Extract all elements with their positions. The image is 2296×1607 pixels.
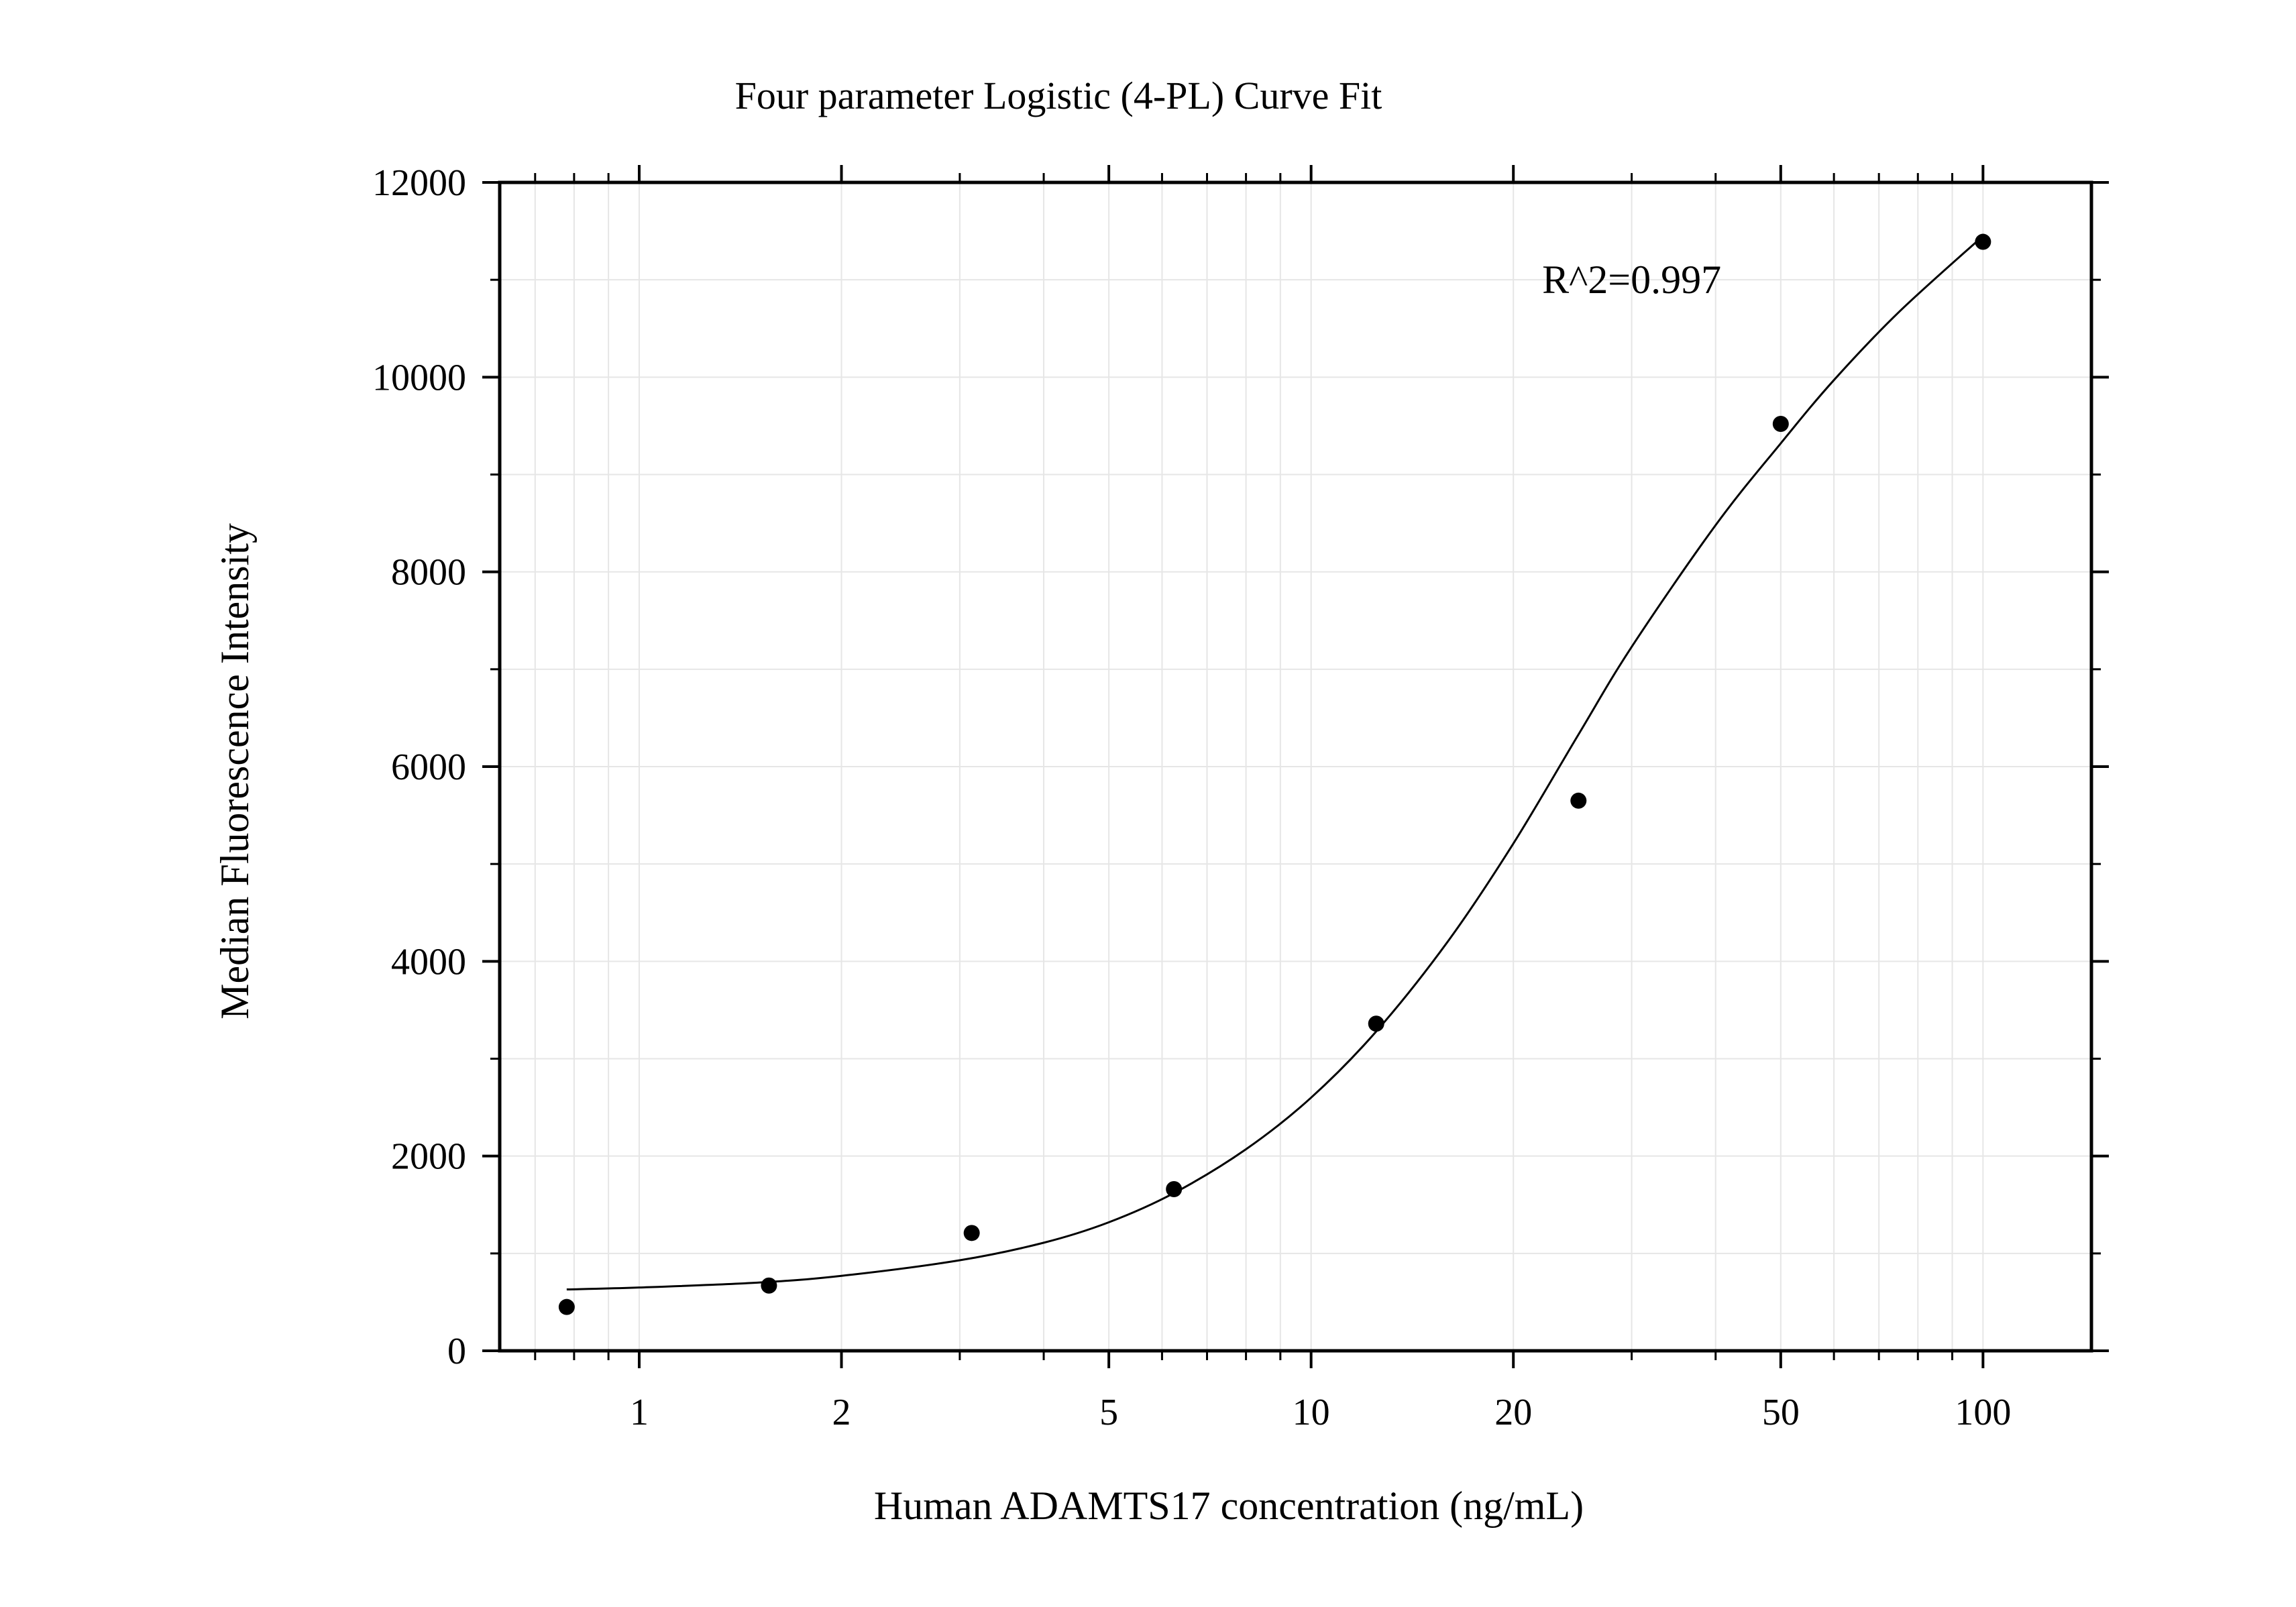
- fit-curve-line: [566, 235, 1984, 1291]
- grid-layer: [500, 182, 2091, 1351]
- points-layer: [558, 233, 1991, 1315]
- x-tick-label: 2: [832, 1392, 851, 1433]
- chart-title: Four parameter Logistic (4-PL) Curve Fit: [735, 74, 1382, 117]
- data-point: [1368, 1015, 1384, 1032]
- y-tick-label: 6000: [391, 746, 466, 788]
- y-tick-label: 12000: [372, 162, 466, 204]
- curve-layer: [566, 235, 1984, 1291]
- x-tick-label: 50: [1762, 1392, 1800, 1433]
- x-tick-label: 1: [630, 1392, 649, 1433]
- y-tick-label: 0: [447, 1331, 466, 1372]
- text-layer: Four parameter Logistic (4-PL) Curve Fit…: [213, 74, 2011, 1528]
- data-point: [1772, 416, 1789, 433]
- x-tick-label: 10: [1293, 1392, 1330, 1433]
- data-point: [558, 1298, 575, 1315]
- data-point: [963, 1225, 980, 1241]
- data-point: [1975, 233, 1991, 250]
- y-axis-label: Median Fluorescence Intensity: [213, 523, 257, 1019]
- x-axis-label: Human ADAMTS17 concentration (ng/mL): [874, 1484, 1584, 1528]
- axes-layer: [482, 165, 2109, 1368]
- y-tick-label: 8000: [391, 552, 466, 594]
- data-point: [1166, 1181, 1183, 1198]
- x-tick-label: 100: [1955, 1392, 2011, 1433]
- y-tick-label: 2000: [391, 1136, 466, 1178]
- y-tick-label: 4000: [391, 941, 466, 983]
- y-tick-label: 10000: [372, 357, 466, 398]
- r-squared-annotation: R^2=0.997: [1542, 258, 1721, 302]
- data-point: [1570, 792, 1587, 809]
- data-point: [761, 1277, 777, 1294]
- x-tick-label: 5: [1099, 1392, 1118, 1433]
- x-tick-label: 20: [1494, 1392, 1532, 1433]
